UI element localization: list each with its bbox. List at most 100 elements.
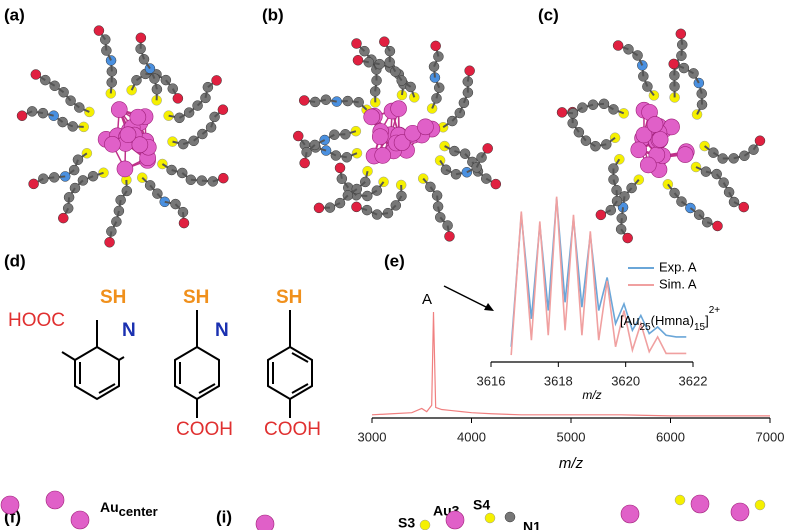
atom	[622, 232, 633, 244]
atom-label: N1	[523, 519, 541, 530]
atom	[178, 217, 190, 229]
atom-label: S4	[473, 497, 490, 513]
ion-label-part: [Au	[620, 313, 640, 328]
x-tick-label: 3622	[679, 373, 708, 388]
ion-label-part: 25	[640, 322, 652, 333]
atom	[379, 36, 390, 47]
gold-atom	[640, 156, 657, 174]
atom	[444, 231, 455, 242]
gold-atom	[363, 108, 380, 126]
atom	[30, 69, 42, 80]
atom	[556, 107, 568, 118]
gold-atom	[690, 494, 710, 514]
atom	[351, 201, 362, 213]
atom	[28, 178, 39, 190]
thiol-label: SH	[183, 287, 209, 308]
gold-atom	[635, 126, 653, 144]
gold-atom	[129, 108, 147, 126]
gold-atom	[116, 160, 134, 178]
nitrogen-label: N	[215, 320, 229, 341]
arrow-head	[484, 303, 494, 311]
atom	[490, 178, 502, 190]
panel-label: (d)	[4, 251, 26, 270]
atom	[351, 38, 362, 49]
sulfur-atom	[754, 499, 766, 511]
gold-atom	[374, 147, 391, 164]
gold-atom	[0, 495, 20, 515]
ion-label-part: 15	[694, 322, 706, 333]
atom	[612, 40, 624, 51]
gold-atom	[417, 118, 434, 136]
x-tick-label: 4000	[457, 429, 486, 444]
x-tick-label: 3616	[477, 373, 506, 388]
gold-atom	[646, 116, 664, 133]
x-tick-label: 7000	[756, 429, 785, 444]
gold-atom	[390, 100, 407, 117]
ion-label: [Au25(Hmna)15]2+	[620, 305, 720, 333]
arrow	[443, 285, 489, 309]
atom-label: S3	[398, 515, 415, 530]
gold-atom	[620, 504, 640, 524]
acid-label: HOOC	[8, 310, 65, 331]
gold-atom	[730, 502, 750, 522]
spectrum-line	[510, 196, 687, 356]
atom	[104, 237, 115, 248]
atom	[138, 54, 150, 65]
atom	[595, 209, 607, 221]
x-axis-label: m/z	[582, 388, 601, 402]
sulfur-atom	[484, 512, 496, 524]
nitrogen-label: N	[122, 320, 136, 341]
ring-bonds	[61, 310, 313, 418]
x-tick-label: 3618	[544, 373, 573, 388]
thiol-label: SH	[276, 287, 302, 308]
atom	[58, 212, 69, 224]
ion-label-part: (Hmna)	[651, 313, 694, 328]
atom	[482, 143, 493, 154]
atom	[292, 130, 304, 142]
atom	[754, 135, 766, 147]
atom	[105, 55, 117, 66]
atom	[334, 162, 346, 174]
ion-label-part: ]	[705, 313, 709, 328]
atom	[93, 25, 105, 36]
molecular-drawings	[16, 25, 766, 248]
gold-atom	[393, 134, 411, 151]
acid-label: COOH	[264, 419, 321, 440]
atom	[464, 65, 475, 76]
ion-label-part: 2+	[709, 305, 721, 316]
atom	[298, 95, 310, 106]
acid-label: COOH	[176, 419, 233, 440]
gold-atom	[70, 510, 90, 530]
panel-label: (e)	[384, 251, 405, 270]
gold-atom	[445, 510, 465, 530]
atom	[504, 511, 516, 523]
x-tick-label: 5000	[557, 429, 586, 444]
bottom-drawings	[0, 490, 766, 530]
sulfur-atom	[419, 519, 431, 530]
legend-label: Sim. A	[659, 276, 697, 291]
atom-label: Aucenter	[100, 499, 158, 520]
gold-atom	[371, 128, 389, 145]
gold-atom	[119, 126, 137, 143]
peak-annotation: A	[422, 291, 432, 308]
atom	[16, 110, 28, 121]
spectrum-line	[371, 311, 770, 417]
gold-atom	[676, 146, 694, 163]
x-axis-label: m/z	[559, 455, 584, 472]
gold-atom	[104, 136, 121, 153]
panel-label: (a)	[4, 5, 25, 24]
atom	[217, 104, 229, 115]
thiol-label: SH	[100, 287, 126, 308]
panel-label: (b)	[262, 5, 284, 24]
gold-atom	[651, 131, 669, 148]
gold-atom	[110, 101, 128, 118]
gold-atom	[255, 514, 275, 530]
gold-atom	[131, 136, 149, 153]
x-tick-label: 6000	[656, 429, 685, 444]
atom	[211, 75, 222, 86]
mass-spectrum: 3000 4000 5000 6000 7000 m/z A 3616 3618 3620 3622…	[358, 196, 785, 472]
atom	[668, 58, 679, 70]
gold-atom	[630, 141, 648, 159]
atom	[738, 201, 750, 213]
x-tick-label: 3000	[358, 429, 387, 444]
